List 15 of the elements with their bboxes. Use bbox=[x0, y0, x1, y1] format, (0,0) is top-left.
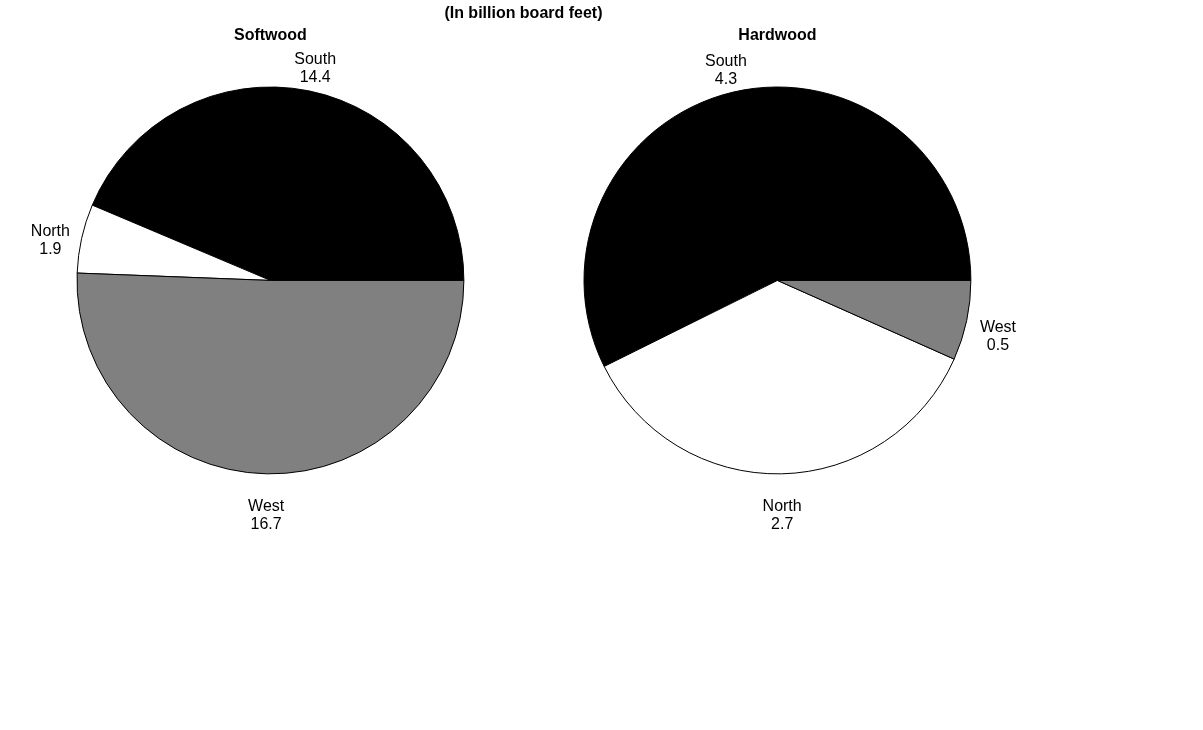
slice-label: West bbox=[248, 496, 285, 514]
slice-label: South bbox=[294, 50, 337, 68]
slice-label: South bbox=[705, 51, 747, 69]
slice-label: North bbox=[762, 496, 802, 514]
data-label: 2.7 bbox=[771, 514, 794, 532]
slice-label: North bbox=[30, 222, 70, 240]
slice-label: West bbox=[979, 318, 1017, 336]
data-label: 16.7 bbox=[250, 514, 282, 532]
data-label: 0.5 bbox=[986, 336, 1010, 354]
chart-title: Softwood bbox=[234, 26, 307, 43]
chart-title: Hardwood bbox=[738, 26, 817, 43]
data-label: 14.4 bbox=[299, 68, 331, 86]
text: (In billion board feet) bbox=[444, 4, 603, 21]
data-label: 4.3 bbox=[714, 69, 738, 87]
data-label: 1.9 bbox=[39, 240, 62, 258]
